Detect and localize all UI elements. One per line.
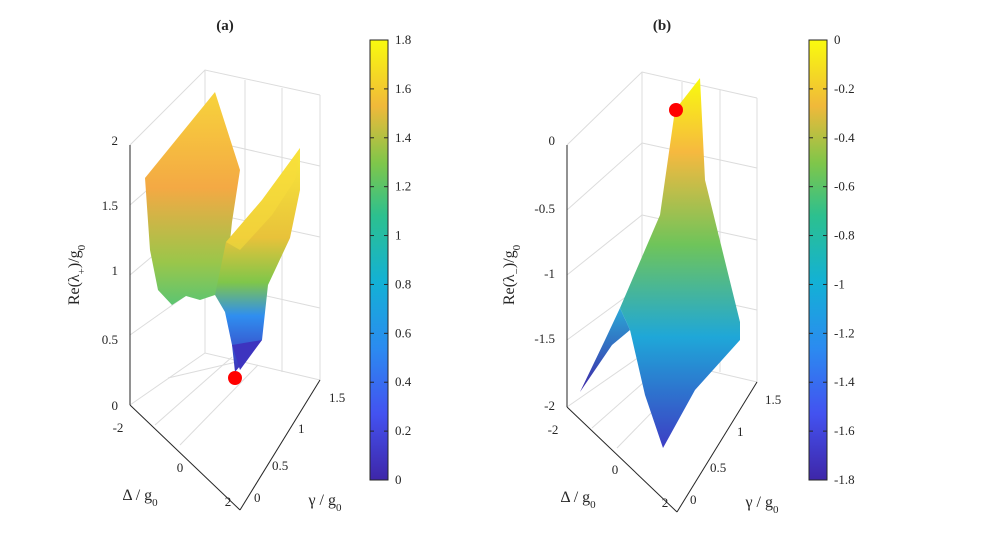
colorbar-tick-label: 1.6 [395, 81, 412, 96]
colorbar-tick-label: -0.8 [834, 228, 855, 243]
z-tick-a: 0.5 [102, 332, 118, 347]
colorbar-tick-label: 1.4 [395, 130, 412, 145]
panel-a-axes [129, 145, 321, 511]
panel-b-y-ticks: 0 0.5 1 1.5 [690, 392, 781, 507]
colorbar-tick-label: -0.6 [834, 179, 855, 194]
panel-a-x-label: Δ / g0 [122, 487, 158, 509]
z-tick-b: -1 [544, 266, 555, 281]
colorbar-tick-label: -1.6 [834, 423, 855, 438]
z-tick-a: 2 [112, 133, 119, 148]
colorbar-tick-label: 0.8 [395, 276, 411, 291]
panel-b-axes [566, 145, 758, 513]
y-tick-b: 0.5 [710, 460, 726, 475]
colorbar-tick-label: -1.8 [834, 472, 855, 487]
panel-a-z-ticks: 0 0.5 1 1.5 2 [102, 133, 118, 413]
colorbar-tick-label: -1.2 [834, 325, 855, 340]
colorbar-tick-label: 0 [834, 32, 841, 47]
panel-b-z-label: Re(λ−)/g0 [501, 244, 523, 305]
z-tick-a: 1 [112, 263, 119, 278]
y-tick-a: 1.5 [329, 390, 345, 405]
x-tick-b: 0 [612, 462, 619, 477]
y-tick-b: 0 [690, 492, 697, 507]
surface-b-main-sheet [620, 78, 740, 448]
panel-b-title: (b) [653, 18, 671, 34]
colorbar-tick-label: -1 [834, 276, 845, 291]
y-tick-b: 1 [737, 424, 744, 439]
z-tick-b: -2 [544, 398, 555, 413]
colorbar-tick-label: 0.2 [395, 423, 411, 438]
panel-b-z-ticks: -2 -1.5 -1 -0.5 0 [534, 133, 555, 413]
x-tick-b: -2 [548, 422, 559, 437]
colorbar-tick-label: -0.2 [834, 81, 855, 96]
colorbar-tick-label: 1.2 [395, 179, 411, 194]
panel-b-y-label: γ / g0 [744, 494, 779, 516]
panel-a-y-ticks: 0 0.5 1 1.5 [254, 390, 345, 505]
surface-a-left-sheet [145, 92, 240, 305]
panel-a-x-ticks: -2 0 2 [113, 420, 232, 509]
z-tick-a: 1.5 [102, 198, 118, 213]
z-tick-b: -0.5 [534, 201, 555, 216]
colorbar-tick-label: 1 [395, 228, 402, 243]
exceptional-point-marker-a [228, 371, 242, 385]
colorbar-tick-label: 0.6 [395, 325, 412, 340]
panel-a-surface [145, 92, 300, 372]
panel-a-z-label: Re(λ+)/g0 [66, 244, 88, 305]
colorbar-tick-label: 1.8 [395, 32, 411, 47]
colorbar-a: 0 0.2 0.4 0.6 0.8 1 1.2 1.4 1.6 1.8 [369, 32, 412, 487]
panel-a-y-label: γ / g0 [307, 492, 342, 514]
y-tick-a: 0 [254, 490, 261, 505]
colorbar-b: -1.8 -1.6 -1.4 -1.2 -1 -0.8 -0.6 -0.4 -0.2 0 [808, 32, 855, 487]
colorbar-tick-label: 0 [395, 472, 402, 487]
panel-a: (a) [66, 18, 412, 514]
x-tick-b: 2 [662, 495, 669, 510]
exceptional-point-marker-b [669, 103, 683, 117]
z-tick-b: 0 [549, 133, 556, 148]
y-tick-a: 0.5 [272, 458, 288, 473]
colorbar-tick-label: 0.4 [395, 374, 412, 389]
colorbar-tick-label: -1.4 [834, 374, 855, 389]
x-tick-a: 2 [225, 494, 232, 509]
panel-b-surface [580, 78, 740, 448]
x-tick-a: 0 [177, 460, 184, 475]
colorbar-tick-label: -0.4 [834, 130, 855, 145]
panel-a-title: (a) [216, 18, 234, 34]
x-tick-a: -2 [113, 420, 124, 435]
y-tick-a: 1 [298, 421, 305, 436]
panel-b: (b) -2 -1.5 [501, 18, 855, 516]
z-tick-a: 0 [112, 398, 119, 413]
panel-b-x-label: Δ / g0 [560, 489, 596, 511]
y-tick-b: 1.5 [765, 392, 781, 407]
z-tick-b: -1.5 [534, 331, 555, 346]
surface-b-left-sheet [580, 308, 630, 392]
panel-b-x-ticks: -2 0 2 [548, 422, 669, 510]
